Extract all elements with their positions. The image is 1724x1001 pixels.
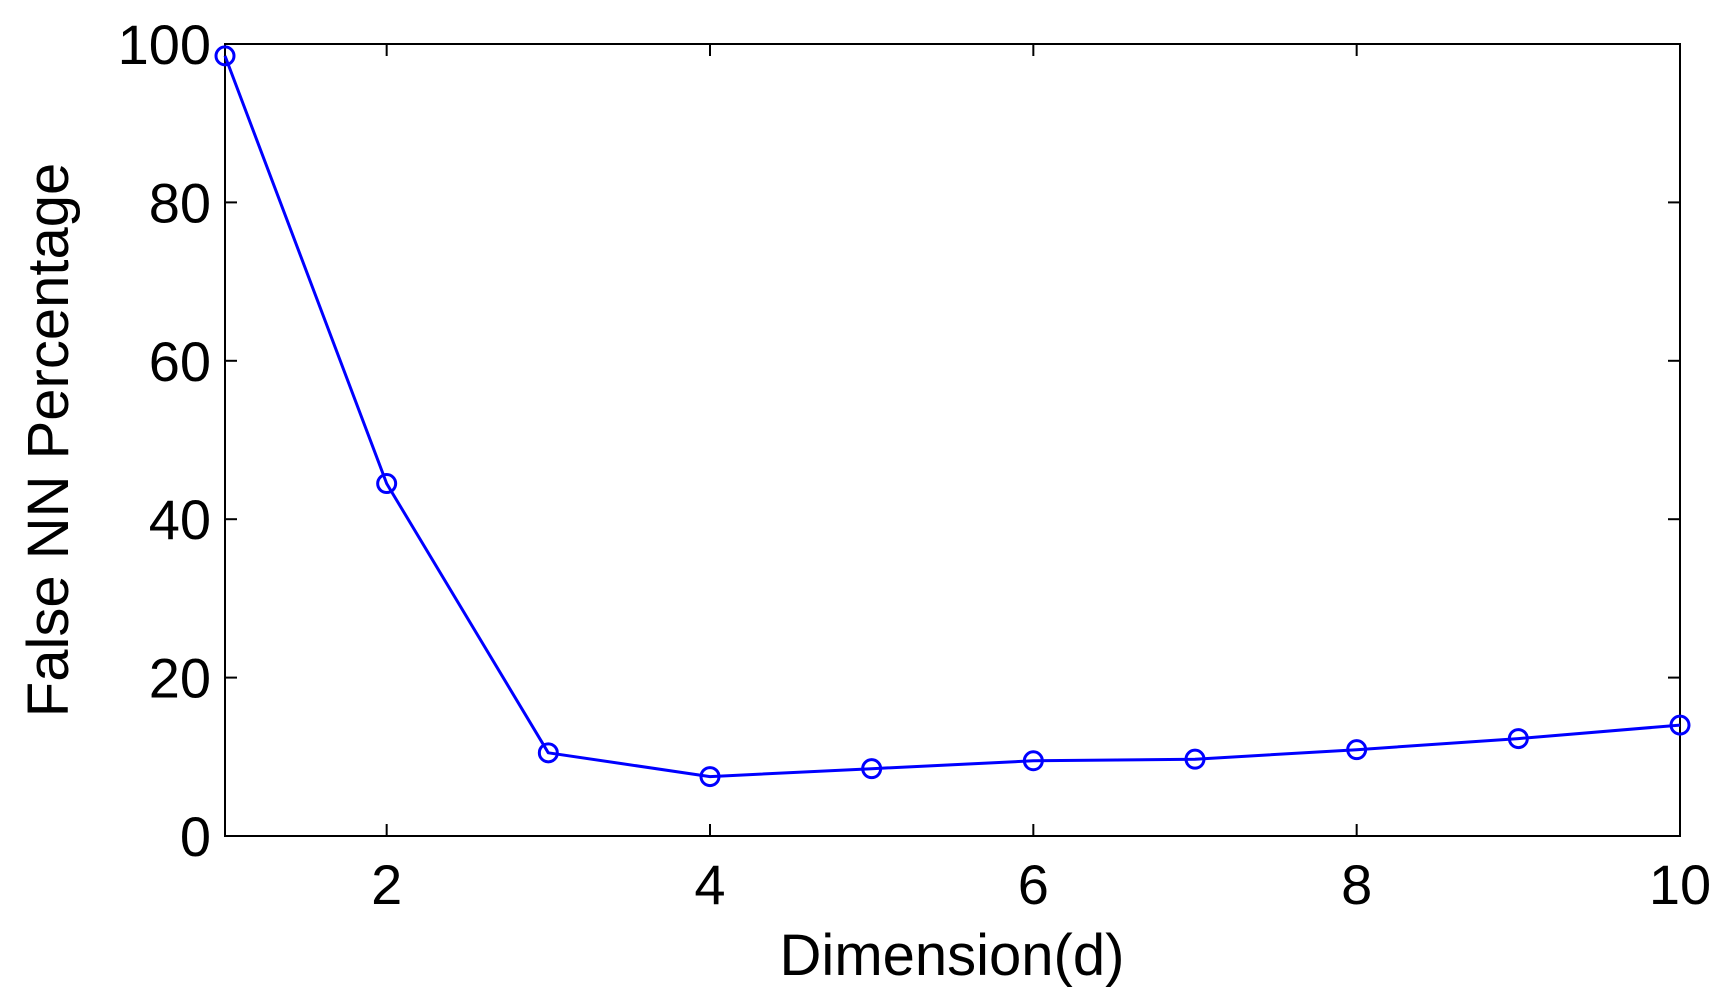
x-tick-label: 2 [371, 853, 402, 916]
data-point [537, 742, 559, 764]
data-point [1507, 728, 1529, 750]
data-point [376, 473, 398, 495]
data-point [1184, 748, 1206, 770]
x-tick-label: 8 [1341, 853, 1372, 916]
data-point [861, 758, 883, 780]
data-point [1022, 750, 1044, 772]
x-axis-title: Dimension(d) [780, 923, 1125, 988]
y-axis-ticks: 0 20 40 60 80 100 [118, 13, 1680, 868]
x-tick-label: 6 [1018, 853, 1049, 916]
y-tick-label: 60 [149, 330, 211, 393]
data-point [699, 766, 721, 788]
x-tick-label: 4 [694, 853, 725, 916]
y-tick-label: 40 [149, 488, 211, 551]
data-point [1346, 739, 1368, 761]
x-tick-label: 10 [1649, 853, 1711, 916]
y-tick-label: 100 [118, 13, 211, 76]
y-tick-label: 20 [149, 647, 211, 710]
data-point [1669, 714, 1691, 736]
series-layer [214, 45, 1691, 788]
y-tick-label: 80 [149, 171, 211, 234]
plot-area [224, 43, 1681, 837]
x-axis-ticks: 2 4 6 8 10 [371, 44, 1711, 916]
series-line [223, 55, 1681, 779]
y-tick-label: 0 [180, 805, 211, 868]
y-axis-title: False NN Percentage [16, 163, 81, 717]
data-point [214, 45, 236, 67]
